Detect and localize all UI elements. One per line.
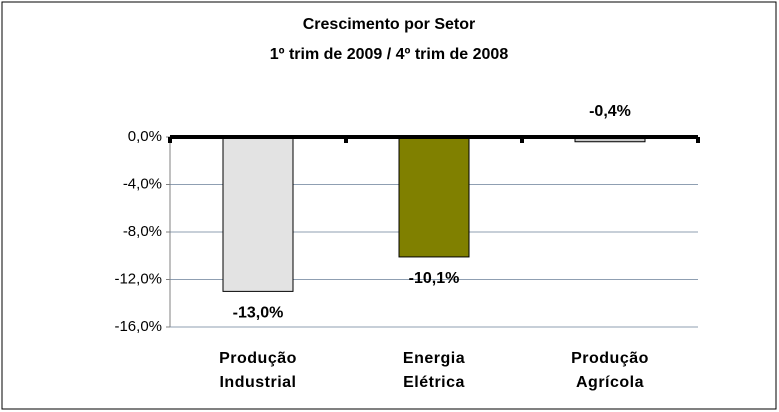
x-tick-label: Energia Elétrica — [402, 350, 466, 391]
chart-subtitle: 1º trim de 2009 / 4º trim de 2008 — [270, 46, 509, 63]
bar — [398, 136, 470, 258]
value-label: -10,1% — [409, 270, 460, 287]
x-tick-label: Produção Agrícola — [571, 350, 649, 391]
y-tick-label: -4,0% — [123, 175, 162, 192]
value-label: -0,4% — [589, 103, 631, 120]
value-label: -13,0% — [233, 305, 284, 322]
bar — [222, 136, 294, 292]
y-tick-label: -12,0% — [114, 270, 162, 287]
y-tick-label: 0,0% — [128, 128, 162, 145]
x-tick-label: Produção Industrial — [219, 350, 297, 391]
y-tick-label: -8,0% — [123, 223, 162, 240]
chart-title: Crescimento por Setor — [303, 16, 475, 33]
y-tick-label: -16,0% — [114, 318, 162, 335]
